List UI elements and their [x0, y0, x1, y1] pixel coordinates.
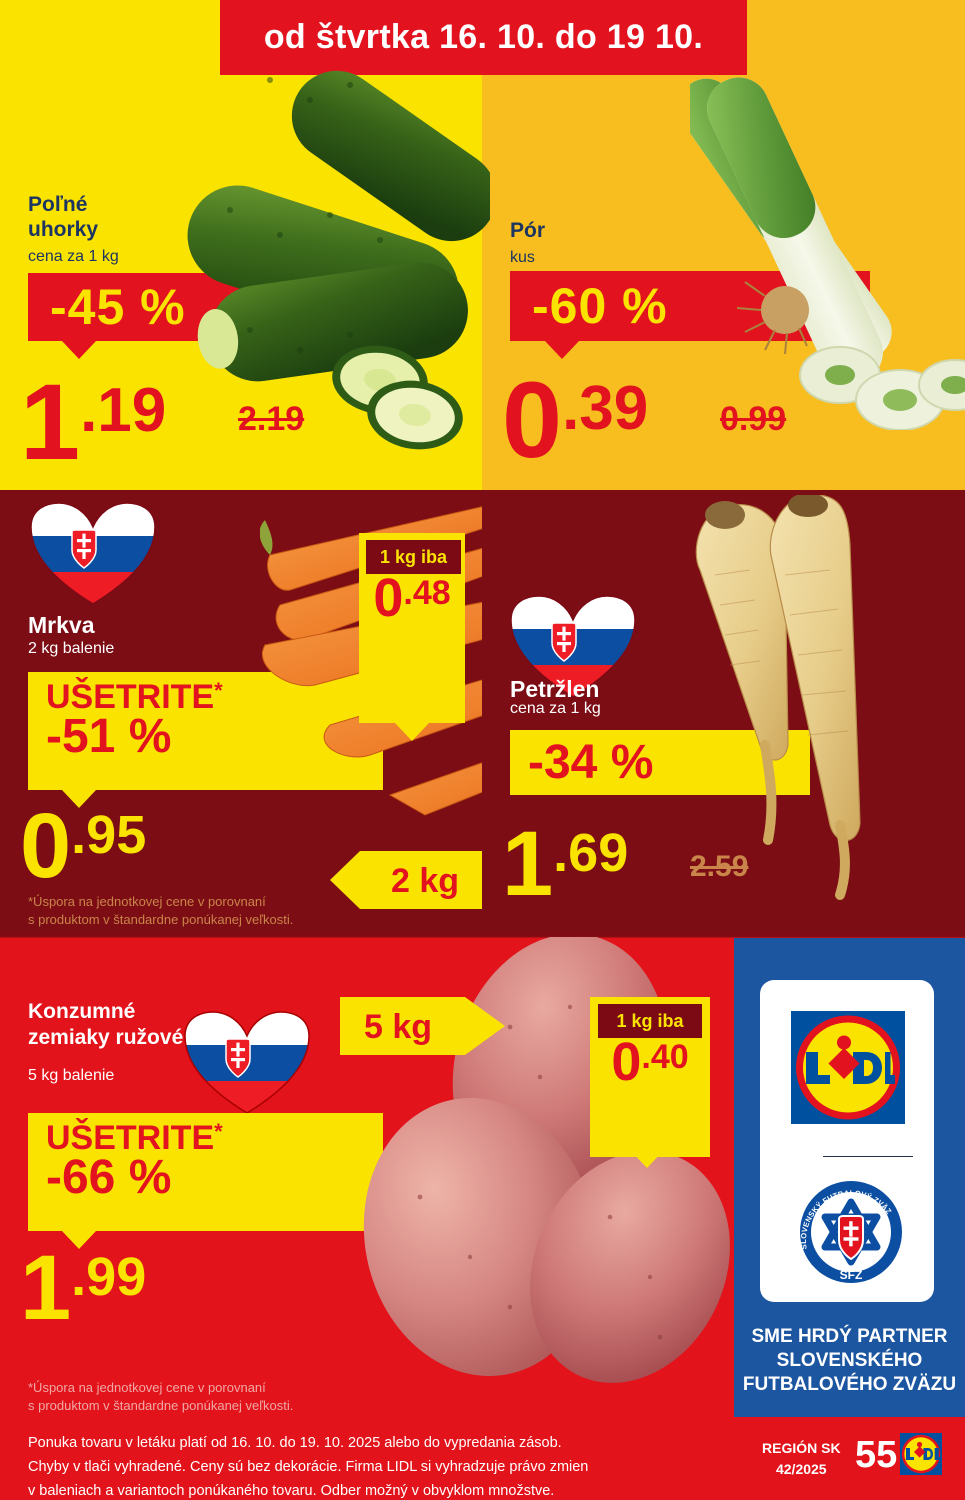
svg-text:2 kg: 2 kg: [391, 862, 459, 900]
svg-text:5 kg: 5 kg: [364, 1008, 432, 1046]
svg-text:SFZ: SFZ: [840, 1268, 863, 1282]
